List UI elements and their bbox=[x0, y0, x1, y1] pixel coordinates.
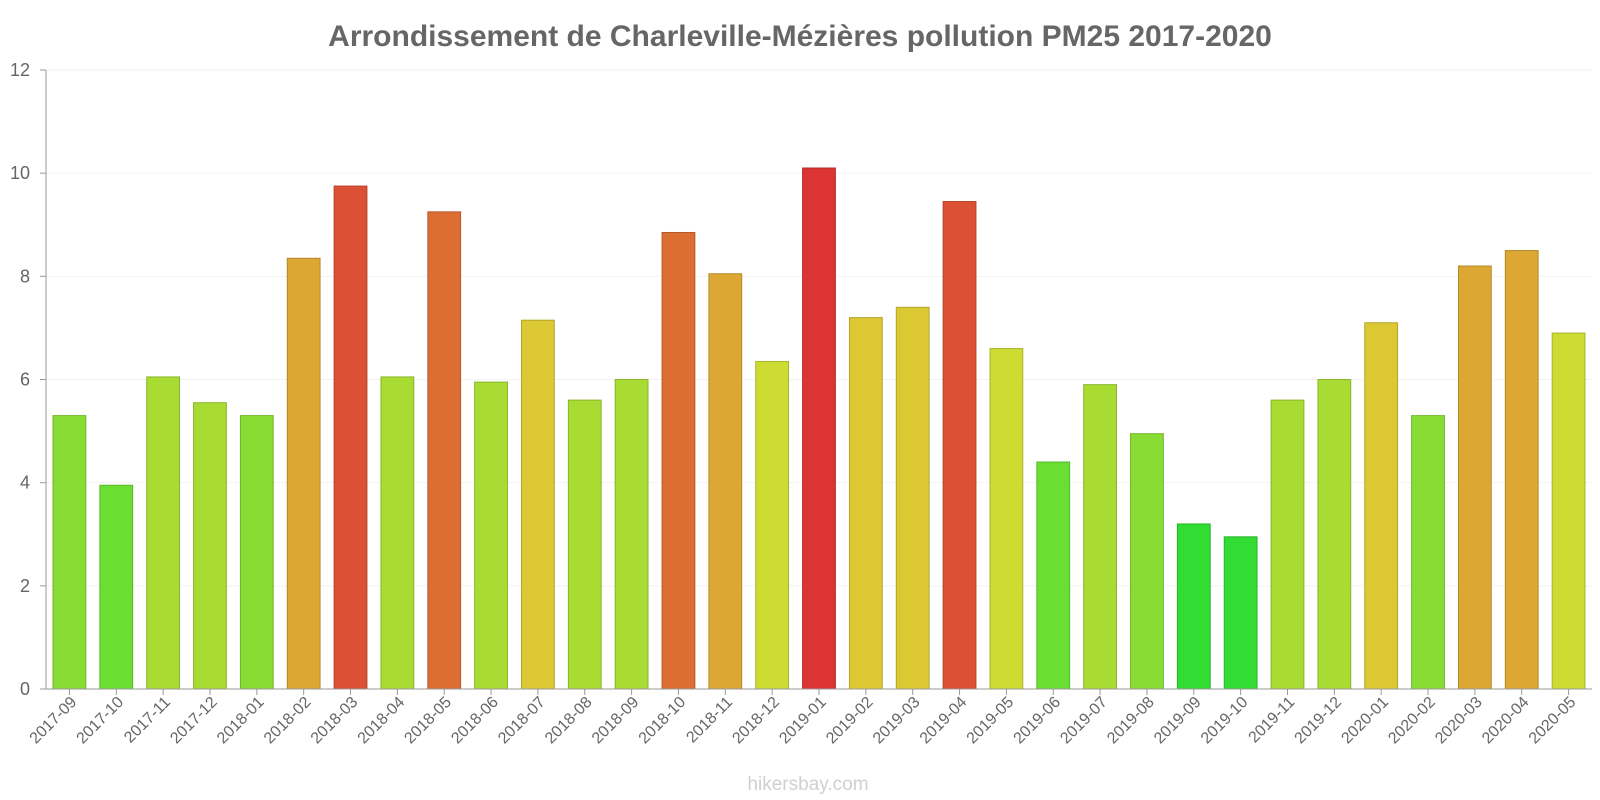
bar-2020-01 bbox=[1364, 322, 1399, 690]
y-tick-label: 10 bbox=[10, 163, 30, 183]
bar-2018-07 bbox=[521, 319, 555, 690]
x-tick-label: 2019-07 bbox=[1057, 694, 1111, 748]
x-tick-label: 2017-11 bbox=[121, 694, 174, 747]
bars bbox=[52, 167, 1586, 690]
bar-2019-06 bbox=[1036, 461, 1071, 690]
y-tick-label: 12 bbox=[10, 60, 30, 80]
bar-2018-04 bbox=[380, 376, 415, 690]
x-tick-label: 2018-09 bbox=[589, 694, 643, 748]
x-tick-label: 2018-01 bbox=[214, 694, 268, 748]
x-tick-label: 2019-05 bbox=[964, 694, 1018, 748]
chart-title: Arrondissement de Charleville-Mézières p… bbox=[328, 20, 1272, 53]
x-tick-label: 2019-06 bbox=[1011, 694, 1065, 748]
x-tick-label: 2018-03 bbox=[308, 694, 362, 748]
bar-2019-03 bbox=[895, 306, 930, 690]
bar-2020-05 bbox=[1551, 332, 1586, 690]
x-tick-label: 2017-10 bbox=[74, 694, 128, 748]
x-tick-label: 2018-05 bbox=[401, 694, 455, 748]
y-tick-label: 4 bbox=[20, 473, 30, 493]
bar-2019-10 bbox=[1223, 536, 1258, 690]
bar-2017-11 bbox=[146, 376, 181, 690]
bar-2020-04 bbox=[1504, 250, 1539, 690]
x-tick-label: 2017-09 bbox=[27, 694, 81, 748]
bar-2019-11 bbox=[1270, 399, 1305, 690]
x-tick-label: 2020-04 bbox=[1479, 694, 1533, 748]
x-tick-label: 2017-12 bbox=[167, 694, 221, 748]
bar-2019-01 bbox=[802, 167, 836, 690]
bar-2020-03 bbox=[1457, 265, 1492, 690]
x-tick-label: 2018-10 bbox=[636, 694, 690, 748]
x-tick-label: 2018-04 bbox=[355, 694, 409, 748]
bar-2018-02 bbox=[286, 257, 321, 690]
x-tick-label: 2019-08 bbox=[1104, 694, 1158, 748]
x-tick-label: 2019-03 bbox=[870, 694, 924, 748]
bar-2018-10 bbox=[661, 231, 696, 690]
y-tick-label: 8 bbox=[20, 266, 30, 286]
x-tick-label: 2019-01 bbox=[776, 694, 830, 748]
x-tick-label: 2018-07 bbox=[495, 694, 549, 748]
x-tick-label: 2020-01 bbox=[1338, 694, 1392, 748]
x-tick-label: 2019-11 bbox=[1246, 694, 1299, 747]
x-tick-label: 2018-12 bbox=[729, 694, 783, 748]
bar-2019-05 bbox=[989, 348, 1024, 690]
x-tick-label: 2020-03 bbox=[1432, 694, 1486, 748]
bar-2017-12 bbox=[193, 402, 227, 690]
bar-2018-05 bbox=[427, 211, 462, 690]
bar-2019-09 bbox=[1176, 523, 1211, 690]
bar-2019-02 bbox=[848, 317, 883, 690]
x-tick-label: 2019-12 bbox=[1292, 694, 1346, 748]
bar-2017-09 bbox=[52, 415, 87, 690]
x-tick-label: 2019-04 bbox=[917, 694, 971, 748]
bar-2018-11 bbox=[708, 273, 743, 690]
y-tick-label: 2 bbox=[20, 576, 30, 596]
bar-2019-08 bbox=[1130, 433, 1164, 690]
bar-2018-06 bbox=[474, 381, 508, 690]
x-tick-label: 2020-05 bbox=[1526, 694, 1580, 748]
x-tick-labels: 2017-092017-102017-112017-122018-012018-… bbox=[27, 689, 1580, 748]
bar-2018-08 bbox=[567, 399, 602, 690]
bar-2018-03 bbox=[333, 185, 368, 690]
bar-2020-02 bbox=[1411, 415, 1445, 690]
x-tick-label: 2019-10 bbox=[1198, 694, 1252, 748]
x-tick-label: 2018-06 bbox=[448, 694, 502, 748]
bar-2018-12 bbox=[755, 360, 790, 690]
x-tick-label: 2020-02 bbox=[1385, 694, 1439, 748]
bar-2019-12 bbox=[1317, 379, 1352, 690]
y-tick-labels: 0 2 4 6 8 10 12 bbox=[10, 60, 46, 699]
y-tick-label: 0 bbox=[20, 679, 30, 699]
bar-2019-04 bbox=[942, 201, 977, 690]
bar-2018-09 bbox=[614, 379, 649, 690]
watermark: hikersbay.com bbox=[747, 774, 868, 795]
x-tick-label: 2018-02 bbox=[261, 694, 315, 748]
x-tick-label: 2019-02 bbox=[823, 694, 877, 748]
bar-2017-10 bbox=[99, 484, 134, 690]
x-tick-label: 2019-09 bbox=[1151, 694, 1205, 748]
bar-2018-01 bbox=[239, 415, 274, 690]
x-tick-label: 2018-11 bbox=[683, 694, 736, 747]
x-tick-label: 2018-08 bbox=[542, 694, 596, 748]
bar-2019-07 bbox=[1083, 384, 1117, 690]
y-tick-label: 6 bbox=[20, 370, 30, 390]
